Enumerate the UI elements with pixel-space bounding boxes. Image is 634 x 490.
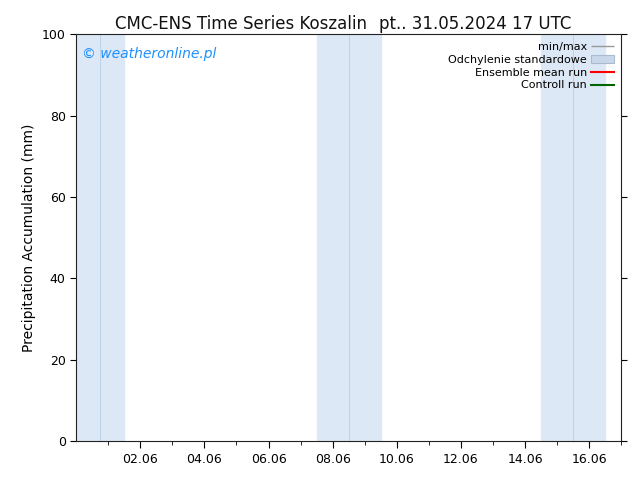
Bar: [541, 34, 605, 441]
Text: CMC-ENS Time Series Koszalin: CMC-ENS Time Series Koszalin: [115, 15, 367, 33]
Legend: min/max, Odchylenie standardowe, Ensemble mean run, Controll run: min/max, Odchylenie standardowe, Ensembl…: [446, 40, 616, 93]
Text: pt.. 31.05.2024 17 UTC: pt.. 31.05.2024 17 UTC: [379, 15, 572, 33]
Text: © weatheronline.pl: © weatheronline.pl: [82, 47, 216, 60]
Bar: [76, 34, 124, 441]
Bar: [316, 34, 381, 441]
Y-axis label: Precipitation Accumulation (mm): Precipitation Accumulation (mm): [22, 123, 36, 352]
